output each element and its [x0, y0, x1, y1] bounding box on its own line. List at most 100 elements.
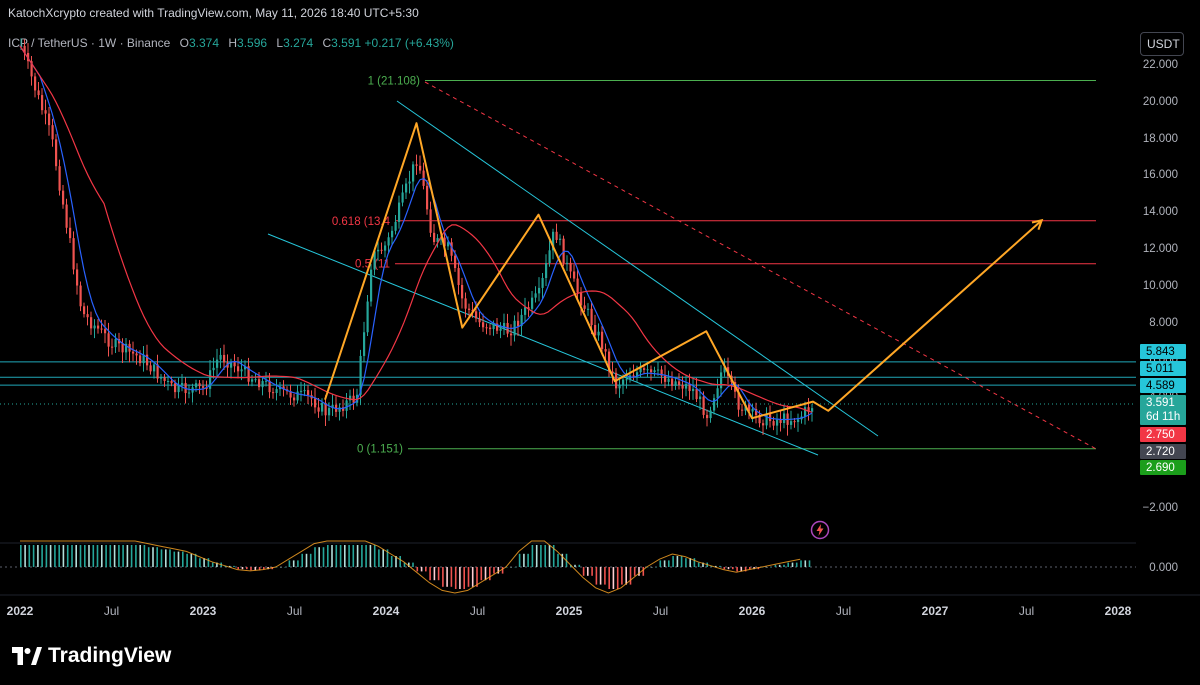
- candle-body: [111, 346, 114, 348]
- oscillator-bar: [736, 567, 738, 572]
- pattern-projection-path: [324, 122, 1043, 420]
- oscillator-bar: [795, 562, 798, 567]
- candle-body: [30, 61, 33, 77]
- oscillator-bar: [147, 547, 150, 567]
- candle-body: [139, 355, 142, 364]
- oscillator-bar: [79, 545, 82, 567]
- oscillator-bar: [625, 567, 627, 585]
- oscillator-bar: [109, 545, 112, 567]
- candle-body: [443, 237, 446, 247]
- oscillator-bar: [582, 567, 585, 576]
- oscillator-bar: [514, 567, 517, 568]
- candle-body: [412, 164, 415, 182]
- oscillator-bar: [348, 545, 350, 567]
- oscillator-bar: [808, 560, 811, 567]
- oscillator-bar: [702, 562, 704, 567]
- candle-body: [289, 391, 292, 398]
- candle-body: [436, 238, 439, 243]
- candle-body: [566, 262, 569, 264]
- candle-body: [667, 378, 670, 382]
- y-tick-label: 14.000: [1143, 206, 1178, 218]
- candle-body: [643, 368, 646, 370]
- candle-body: [433, 232, 436, 243]
- candle-body: [790, 421, 793, 425]
- candle-body: [401, 192, 404, 203]
- candle-body: [559, 238, 562, 240]
- oscillator-bar: [429, 567, 431, 581]
- candle-body: [762, 423, 765, 426]
- oscillator-bar: [199, 558, 201, 567]
- high-value: 3.596: [237, 36, 268, 50]
- candle-body: [797, 419, 800, 423]
- oscillator-bar: [49, 545, 52, 567]
- candle-body: [219, 354, 222, 360]
- oscillator-bar: [540, 545, 542, 567]
- candle-body: [359, 355, 362, 395]
- candle-body: [377, 249, 380, 252]
- oscillator-bar: [237, 567, 239, 570]
- oscillator-bar: [390, 556, 393, 567]
- candle-body: [671, 378, 674, 386]
- oscillator-bar: [331, 545, 333, 567]
- oscillator-bar: [203, 558, 205, 567]
- candle-body: [93, 325, 96, 329]
- oscillator-bar: [71, 545, 73, 567]
- moving-average-slow: [19, 45, 813, 413]
- oscillator-bar: [58, 545, 60, 567]
- candle-body: [188, 392, 191, 394]
- channel-upper-line: [396, 100, 879, 437]
- candle-body: [496, 323, 499, 331]
- candle-body: [492, 323, 495, 330]
- candle-body: [51, 125, 54, 140]
- oscillator-bar: [676, 556, 679, 567]
- oscillator-bar: [663, 560, 666, 567]
- candle-body: [27, 52, 30, 62]
- tradingview-logo: TradingView: [12, 644, 171, 668]
- candle-body: [373, 251, 376, 270]
- oscillator-bar: [608, 567, 610, 589]
- oscillator-bar: [591, 567, 593, 576]
- candle-body: [625, 379, 628, 381]
- oscillator-bar: [352, 545, 355, 567]
- tradingview-logo-text: TradingView: [48, 644, 172, 667]
- oscillator-bar: [322, 547, 325, 567]
- candle-body: [639, 368, 642, 373]
- oscillator-bar: [497, 567, 500, 574]
- candle-body: [688, 384, 691, 392]
- oscillator-bar: [143, 545, 146, 567]
- candle-body: [681, 384, 684, 389]
- close-value: 3.591: [331, 36, 362, 50]
- candle-body: [268, 380, 271, 393]
- oscillator-bar: [182, 551, 184, 567]
- low-label: L: [276, 36, 284, 50]
- oscillator-bar: [749, 567, 751, 570]
- oscillator-bar: [284, 567, 286, 568]
- candle-body: [349, 395, 352, 401]
- oscillator-bar: [152, 547, 154, 567]
- oscillator-bar: [113, 545, 116, 567]
- oscillator-bar: [723, 567, 726, 570]
- oscillator-bar: [309, 553, 312, 567]
- oscillator-bar: [126, 545, 129, 567]
- candle-body: [97, 325, 100, 329]
- candle-body: [604, 349, 607, 352]
- oscillator-bar: [361, 545, 363, 567]
- price-axis-label-text: 2.690: [1146, 462, 1175, 474]
- oscillator-zero-label: 0.000: [1149, 562, 1178, 574]
- candle-body: [296, 391, 299, 401]
- candle-body: [769, 413, 772, 422]
- lightning-alert-icon[interactable]: [810, 520, 830, 540]
- oscillator-bar: [344, 545, 346, 567]
- candle-body: [660, 369, 663, 376]
- low-value: 3.274: [283, 36, 314, 50]
- candle-body: [62, 190, 65, 205]
- oscillator-bar: [489, 567, 491, 581]
- fib-level-label: 1 (21.108): [368, 76, 421, 88]
- candle-body: [692, 388, 695, 392]
- oscillator-bar: [655, 567, 657, 568]
- candle-body: [706, 414, 709, 419]
- oscillator-bar: [557, 553, 559, 567]
- currency-button[interactable]: USDT: [1140, 32, 1184, 56]
- oscillator-bar: [263, 567, 265, 570]
